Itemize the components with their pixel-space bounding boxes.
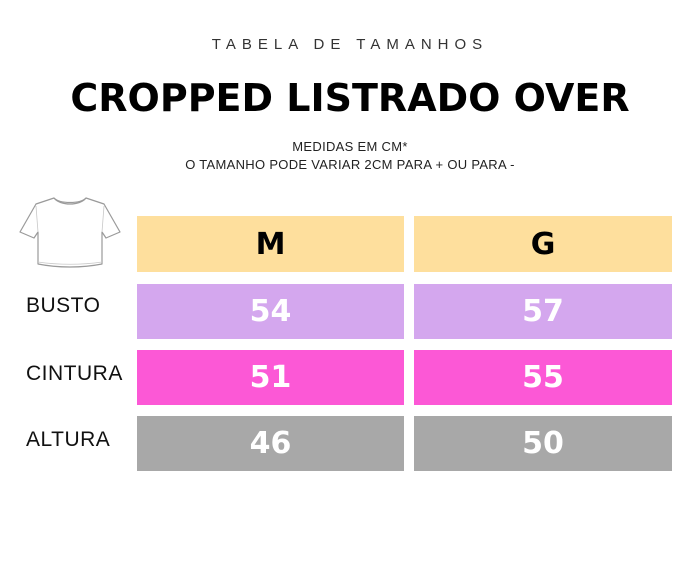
- size-header-m: M: [137, 216, 404, 272]
- cintura-m-value: 51: [137, 350, 404, 405]
- cropped-tshirt-icon: [19, 197, 121, 268]
- page-title: CROPPED LISTRADO OVER: [70, 76, 630, 120]
- cintura-g-value: 55: [414, 350, 672, 405]
- busto-g-value: 57: [414, 284, 672, 339]
- row-label-busto: BUSTO: [26, 294, 101, 317]
- altura-m-value: 46: [137, 416, 404, 471]
- size-header-g: G: [414, 216, 672, 272]
- altura-g-value: 50: [414, 416, 672, 471]
- busto-m-value: 54: [137, 284, 404, 339]
- page-subtitle: TABELA DE TAMANHOS: [211, 36, 489, 53]
- row-label-cintura: CINTURA: [26, 362, 123, 385]
- variation-note: O TAMANHO PODE VARIAR 2CM PARA + OU PARA…: [185, 157, 515, 172]
- measurement-note: MEDIDAS EM CM*: [292, 139, 408, 154]
- row-label-altura: ALTURA: [26, 428, 111, 451]
